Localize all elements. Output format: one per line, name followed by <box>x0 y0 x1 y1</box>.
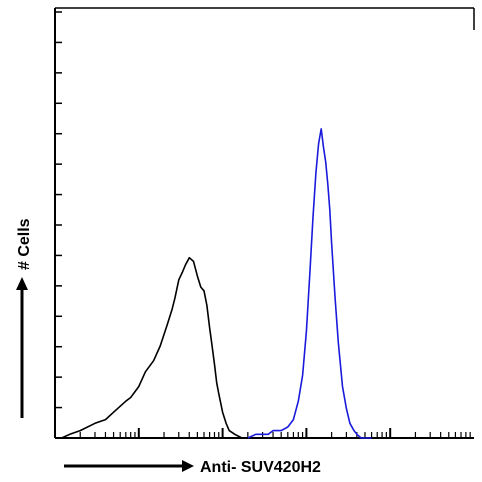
series-line-1 <box>55 256 274 439</box>
y-axis-ticks <box>55 11 62 409</box>
series-layer <box>55 128 372 439</box>
y-axis-label: # Cells <box>16 218 33 270</box>
series-line-2 <box>247 128 372 439</box>
x-arrow <box>64 460 194 472</box>
x-axis-label: Anti- SUV420H2 <box>200 459 321 476</box>
x-axis-ticks <box>54 428 471 438</box>
y-arrow <box>16 277 28 418</box>
